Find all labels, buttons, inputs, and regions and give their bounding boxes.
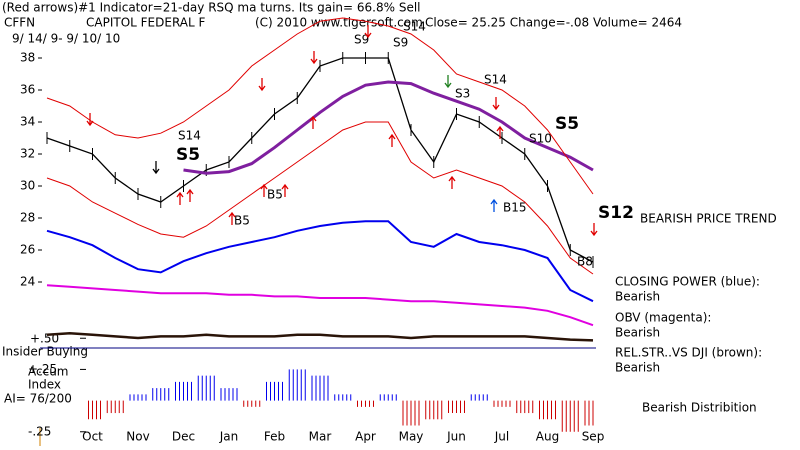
x-tick-label: Jan [219,430,239,444]
signal-label: S9 [393,36,408,50]
legend-label: OBV (magenta): [615,311,711,325]
accum-label: Accum [28,365,69,379]
signal-arrow [260,183,268,197]
legend-label: CLOSING POWER (blue): [615,275,760,289]
series-line [183,80,594,175]
legend-status: Bearish [615,361,660,375]
series-line [46,17,594,195]
y-tick-label: 34 [20,115,35,129]
series-line [46,121,594,275]
signal-label: S14 [178,129,201,143]
distribution-label: Bearish Distribition [642,401,757,415]
symbol: CFFN [4,16,35,30]
legend-status: Bearish [615,326,660,340]
chart-title: (Red arrows)#1 Indicator=21-day RSQ ma t… [2,1,421,15]
y-tick-label: 38 [20,51,35,65]
signal-label: B8 [577,255,593,269]
signal-arrow [490,198,498,212]
x-tick-label: Jun [446,430,466,444]
signal-label: S5 [176,145,200,165]
signal-label: B5 [234,214,250,228]
signal-label: B5 [267,188,283,202]
signal-arrow [258,78,266,92]
legend-status: Bearish [615,290,660,304]
signal-label: B15 [503,201,527,215]
x-tick-label: Dec [172,430,195,444]
x-tick-label: Sep [582,430,605,444]
x-tick-label: Mar [309,430,332,444]
y-tick-label: 24 [20,275,35,289]
y-tick-label: 26 [20,243,35,257]
signal-arrow [444,75,452,89]
x-tick-label: Nov [126,430,149,444]
signal-arrow [496,125,504,139]
signal-label: S9 [354,33,369,47]
series-line [46,284,594,327]
signal-arrow [152,161,160,175]
legend-label: REL.STR..VS DJI (brown): [615,346,762,360]
y-tick-label: 36 [20,83,35,97]
copyright: (C) 2010 www.tigersoft.com [255,16,423,30]
signal-arrow [388,133,396,147]
signal-arrow [309,115,317,129]
y-tick-label: 32 [20,147,35,161]
signal-arrow [186,188,194,202]
signal-arrow [176,191,184,205]
signal-label: S14 [484,73,507,87]
signal-arrow [281,183,289,197]
x-tick-label: Oct [82,430,103,444]
x-tick-label: Feb [264,430,285,444]
signal-arrow [448,175,456,189]
signal-arrow [590,223,598,237]
ai-label: AI= 76/200 [4,392,72,406]
quote: Close= 25.25 Change=-.08 Volume= 2464 [425,16,682,30]
series-line [46,331,594,342]
insider-label: Insider Buying [2,345,88,359]
signal-arrow [86,113,94,127]
signal-label: S5 [555,114,579,134]
y-tick-label: 30 [20,179,35,193]
y-tick-label: 28 [20,211,35,225]
company: CAPITOL FEDERAL F [86,16,206,30]
x-tick-label: Aug [536,430,559,444]
y-tick-label: -.25 [28,424,51,438]
signal-label: S14 [403,20,426,34]
x-tick-label: Jul [494,430,509,444]
x-tick-label: May [399,430,424,444]
signal-arrow [228,211,236,225]
x-tick-label: Apr [355,430,376,444]
signal-label: S3 [455,87,470,101]
series-line [46,57,594,263]
accum-label: Index [28,378,61,392]
signal-label: S12 [598,203,634,223]
signal-arrow [364,25,372,39]
signal-arrow [492,97,500,111]
date-range: 9/ 14/ 9- 9/ 10/ 10 [12,32,120,46]
y-tick-label: +.25 [28,362,57,376]
series-line [46,220,594,303]
trend-label: BEARISH PRICE TREND [640,212,777,226]
signal-arrow [310,51,318,65]
signal-label: S10 [529,132,552,146]
